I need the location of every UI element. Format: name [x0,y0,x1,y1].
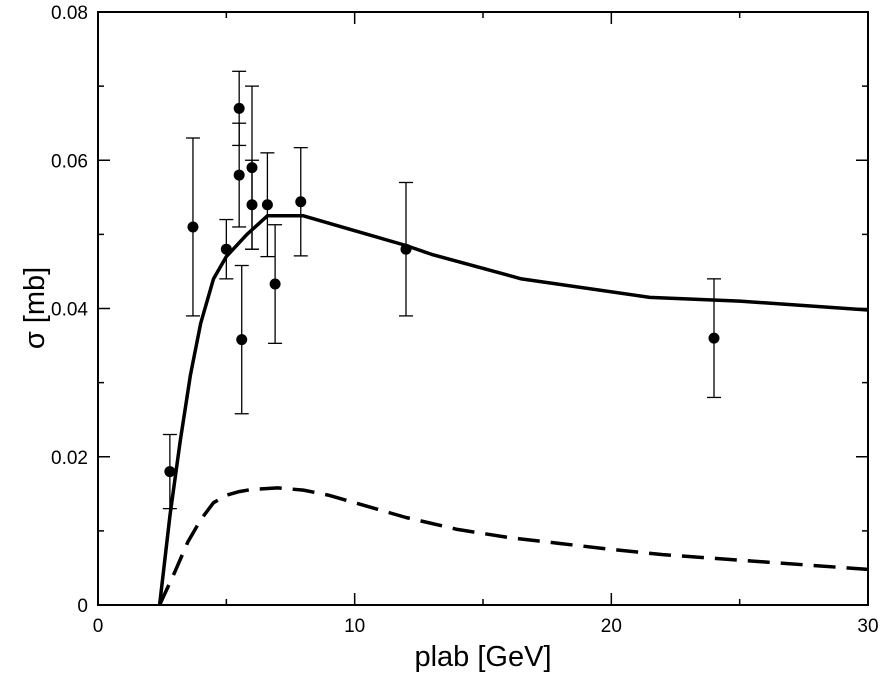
data-point [246,162,258,174]
y-tick-labels: 0 0.02 0.04 0.06 0.08 [51,3,88,617]
y-axis-title: σ [mb] [19,267,51,349]
plot-frame [97,11,869,606]
data-point [220,243,232,255]
data-point [269,278,281,290]
y-tick-label: 0.02 [51,448,88,469]
data-point [187,221,199,233]
solid-curve [157,214,869,606]
axis-ticks [97,11,869,606]
series-lines [157,214,869,606]
data-points [164,102,720,478]
data-point [246,199,258,211]
data-point [295,196,307,208]
y-tick-label: 0 [77,596,88,617]
data-point [233,102,245,114]
error-bars [162,70,721,510]
data-point [233,169,245,181]
data-point [236,334,248,346]
x-tick-label: 20 [601,616,622,637]
x-tick-labels: 0 10 20 30 [93,616,879,637]
dashed-curve [158,486,869,606]
x-axis-title: plab [GeV] [414,641,551,673]
y-tick-label: 0.08 [51,3,88,24]
y-tick-label: 0.06 [51,151,88,172]
y-tick-label: 0.04 [51,300,88,321]
x-tick-label: 0 [93,616,104,637]
data-point [261,199,273,211]
x-tick-label: 30 [857,616,878,637]
data-point [400,243,412,255]
x-tick-label: 10 [344,616,365,637]
data-point [708,332,720,344]
data-point [164,466,176,478]
